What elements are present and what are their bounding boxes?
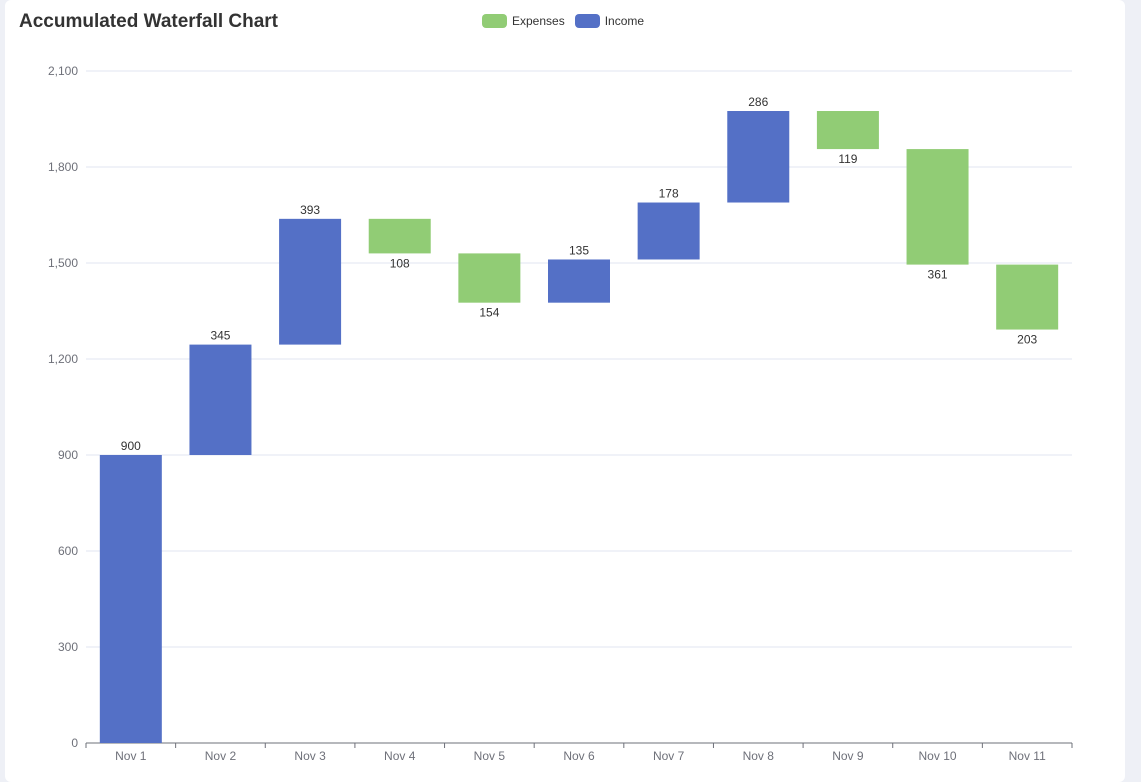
legend-item-expenses[interactable]: Expenses bbox=[482, 14, 565, 28]
income-data-label: 393 bbox=[300, 203, 320, 217]
y-tick-label: 900 bbox=[58, 448, 78, 462]
income-bar[interactable] bbox=[99, 455, 162, 743]
chart-legend: Expenses Income bbox=[482, 14, 654, 28]
legend-swatch-income bbox=[574, 14, 600, 28]
x-tick-label: Nov 7 bbox=[653, 749, 685, 763]
income-data-label: 286 bbox=[748, 95, 768, 109]
expense-data-label: 119 bbox=[838, 152, 857, 166]
x-tick-label: Nov 10 bbox=[919, 749, 957, 763]
y-tick-label: 1,200 bbox=[48, 352, 78, 366]
expense-data-label: 154 bbox=[479, 306, 499, 320]
expense-data-label: 108 bbox=[390, 256, 410, 270]
expense-data-label: 361 bbox=[928, 268, 948, 282]
legend-swatch-expenses bbox=[482, 14, 507, 28]
legend-item-income[interactable]: Income bbox=[574, 14, 645, 28]
income-bar[interactable] bbox=[548, 259, 610, 303]
income-data-label: 178 bbox=[659, 187, 679, 201]
income-bar[interactable] bbox=[279, 218, 342, 345]
x-tick-label: Nov 4 bbox=[384, 749, 416, 763]
y-tick-label: 600 bbox=[58, 544, 78, 558]
expense-bar[interactable] bbox=[458, 253, 521, 303]
income-data-label: 900 bbox=[121, 439, 141, 453]
x-tick-label: Nov 5 bbox=[474, 749, 506, 763]
x-tick-label: Nov 2 bbox=[205, 749, 237, 763]
x-tick-label: Nov 8 bbox=[743, 749, 775, 763]
expense-data-label: 203 bbox=[1017, 333, 1037, 347]
income-data-label: 345 bbox=[210, 329, 230, 343]
x-tick-label: Nov 3 bbox=[294, 749, 326, 763]
income-bar[interactable] bbox=[637, 202, 700, 260]
expense-bar[interactable] bbox=[368, 218, 431, 254]
y-tick-label: 1,500 bbox=[48, 256, 78, 270]
legend-label-income: Income bbox=[604, 14, 645, 28]
y-tick-label: 1,800 bbox=[48, 160, 78, 174]
chart-title: Accumulated Waterfall Chart bbox=[19, 11, 279, 32]
y-tick-label: 2,100 bbox=[48, 64, 78, 78]
y-tick-label: 0 bbox=[71, 736, 78, 750]
expense-bar[interactable] bbox=[996, 264, 1059, 330]
expense-bar[interactable] bbox=[906, 149, 969, 265]
x-tick-label: Nov 1 bbox=[115, 749, 147, 763]
legend-label-expenses: Expenses bbox=[512, 14, 565, 28]
x-tick-label: Nov 6 bbox=[563, 749, 595, 763]
x-tick-label: Nov 9 bbox=[832, 749, 864, 763]
income-bar[interactable] bbox=[727, 111, 790, 203]
y-tick-label: 300 bbox=[58, 640, 78, 654]
income-bar[interactable] bbox=[189, 344, 252, 455]
x-tick-label: Nov 11 bbox=[1009, 749, 1046, 763]
expense-bar[interactable] bbox=[816, 111, 879, 150]
income-data-label: 135 bbox=[569, 243, 589, 257]
